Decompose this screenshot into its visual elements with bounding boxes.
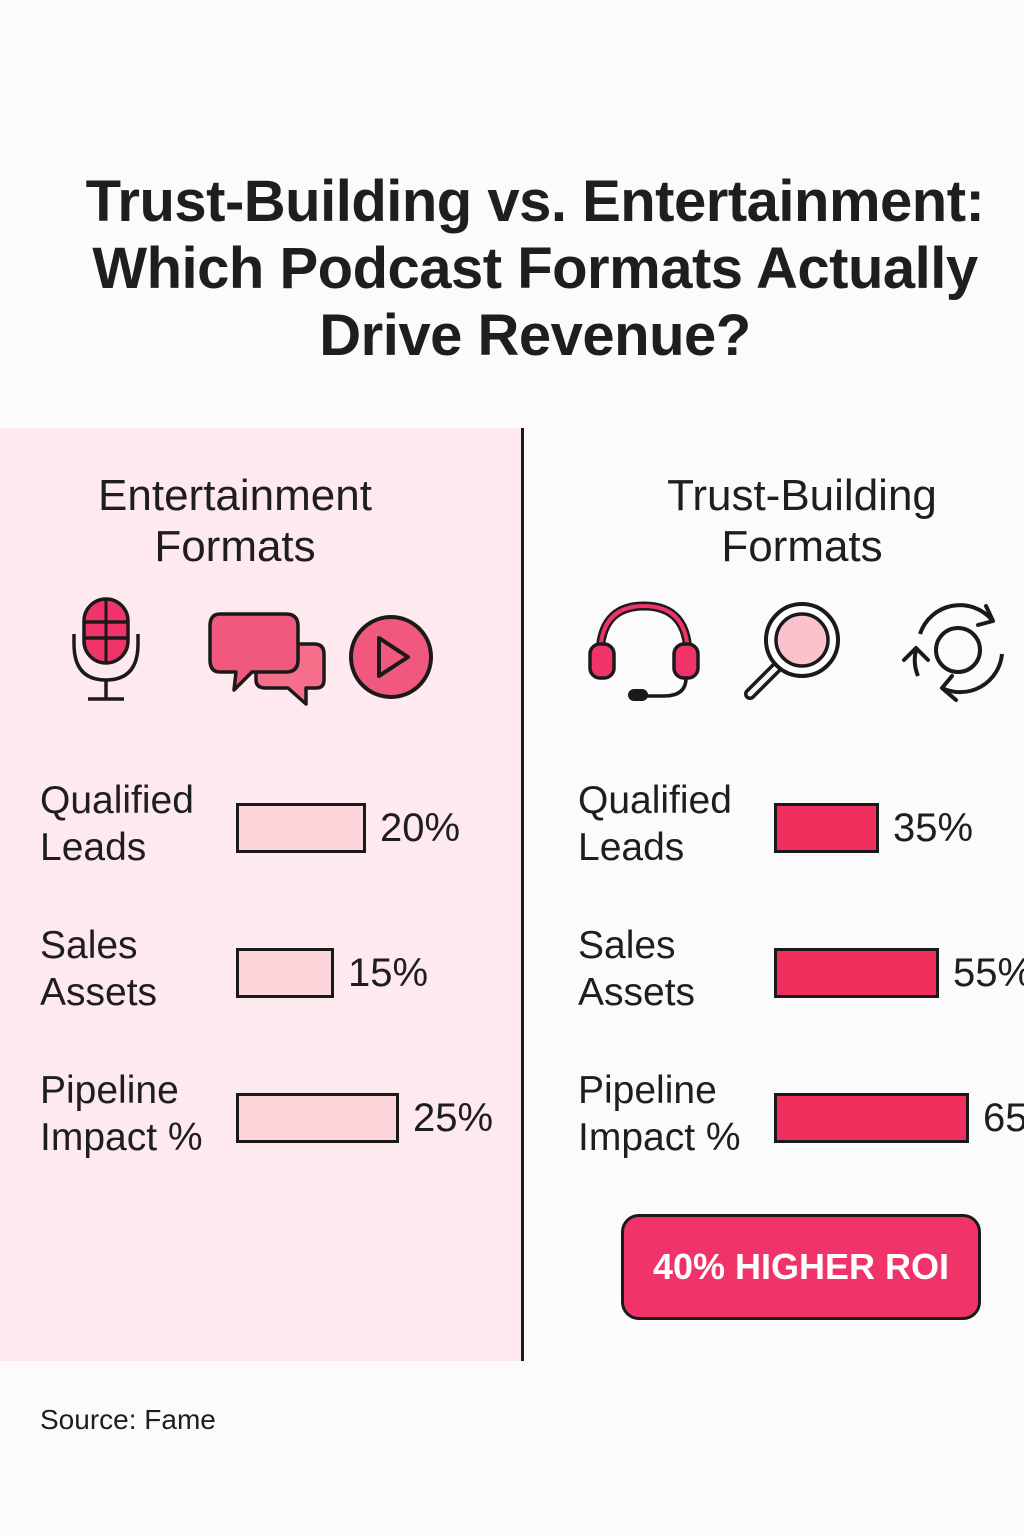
trust-building-pipeline-impact-bar [774, 1093, 969, 1143]
play-button-icon [349, 615, 433, 699]
entertainment-heading-line-2: Formats [154, 522, 316, 571]
entertainment-qualified-leads-bar [236, 803, 366, 853]
category-label-line: Leads [40, 826, 147, 869]
category-label-line: Qualified [40, 779, 194, 822]
microphone-icon [72, 597, 140, 701]
category-label-line: Pipeline [40, 1069, 179, 1112]
refresh-cycle-icon [902, 603, 1004, 702]
trust-building-heading-line-1: Trust-Building [667, 471, 937, 520]
trust-building-sales-assets-bar [774, 948, 939, 998]
column-divider [521, 428, 524, 1361]
magnifier-icon [744, 602, 840, 700]
roi-badge: 40% HIGHER ROI [621, 1214, 981, 1320]
trust-building-qualified-leads-value-label: 35% [893, 806, 974, 850]
headset-icon [588, 601, 700, 701]
chat-bubbles-icon [208, 612, 326, 706]
entertainment-qualified-leads-label: Qualified Leads [40, 777, 194, 871]
entertainment-pipeline-impact-bar [236, 1093, 399, 1143]
title-line-1: Trust-Building vs. Entertainment: [85, 169, 985, 234]
title-line-3: Drive Revenue? [319, 303, 751, 368]
category-label-line: Assets [578, 971, 696, 1014]
trust-building-qualified-leads-bar [774, 803, 879, 853]
entertainment-heading: Entertainment Formats [35, 470, 435, 572]
trust-building-heading-line-2: Formats [721, 522, 883, 571]
trust-building-qualified-leads-label: Qualified Leads [578, 777, 732, 871]
trust-building-pipeline-impact-value-label: 65% [983, 1096, 1024, 1140]
trust-building-sales-assets-label: Sales Assets [578, 922, 695, 1016]
entertainment-heading-line-1: Entertainment [98, 471, 372, 520]
category-label-line: Leads [578, 826, 685, 869]
chart-title: Trust-Building vs. Entertainment: Which … [40, 168, 1024, 369]
entertainment-sales-assets-value-label: 15% [348, 951, 429, 995]
trust-building-sales-assets-value-label: 55% [953, 951, 1024, 995]
entertainment-sales-assets-label: Sales Assets [40, 922, 157, 1016]
entertainment-sales-assets-bar [236, 948, 334, 998]
entertainment-panel [0, 428, 522, 1361]
category-label-line: Pipeline [578, 1069, 717, 1112]
category-label-line: Sales [578, 924, 676, 967]
category-label-line: Assets [40, 971, 158, 1014]
entertainment-pipeline-impact-value-label: 25% [413, 1096, 494, 1140]
source-note: Source: Fame [40, 1404, 216, 1435]
title-line-2: Which Podcast Formats Actually [92, 236, 978, 301]
category-label-line: Qualified [578, 779, 732, 822]
trust-building-pipeline-impact-label: Pipeline Impact % [578, 1067, 741, 1161]
entertainment-pipeline-impact-label: Pipeline Impact % [40, 1067, 203, 1161]
trust-building-heading: Trust-Building Formats [602, 470, 1002, 572]
category-label-line: Impact % [40, 1116, 203, 1159]
category-label-line: Impact % [578, 1116, 741, 1159]
entertainment-qualified-leads-value-label: 20% [380, 806, 461, 850]
category-label-line: Sales [40, 924, 138, 967]
